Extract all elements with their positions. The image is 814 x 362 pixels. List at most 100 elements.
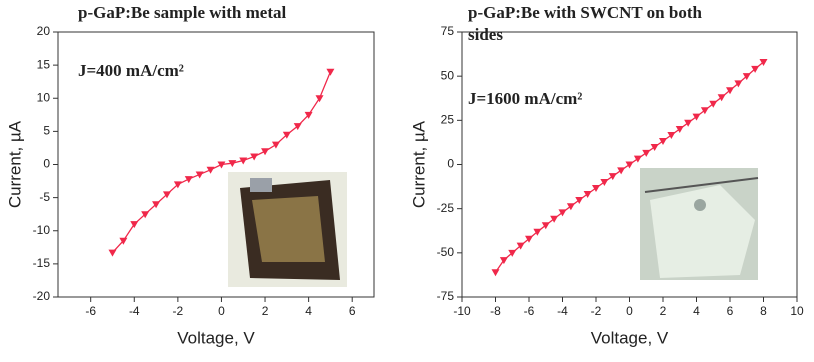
x-tick-label: 8 xyxy=(760,304,767,318)
y-tick-label: 0 xyxy=(43,157,50,171)
data-marker xyxy=(575,197,584,205)
data-marker xyxy=(239,157,248,165)
x-tick-label: 2 xyxy=(262,304,269,318)
data-marker xyxy=(558,209,567,217)
x-tick-label: 6 xyxy=(727,304,734,318)
data-marker xyxy=(293,123,302,131)
data-marker xyxy=(709,100,718,108)
x-tick-label: -2 xyxy=(173,304,184,318)
y-tick-label: -25 xyxy=(437,201,455,215)
data-marker xyxy=(130,221,139,229)
x-tick-label: 0 xyxy=(218,304,225,318)
data-marker xyxy=(751,65,760,73)
data-marker xyxy=(162,191,171,199)
y-axis-label: Current, µA xyxy=(409,120,428,208)
data-marker xyxy=(173,181,182,189)
x-axis-label: Voltage, V xyxy=(177,328,255,347)
data-marker xyxy=(108,249,117,257)
y-tick-label: 75 xyxy=(441,24,455,38)
data-marker xyxy=(304,111,313,119)
data-marker xyxy=(742,73,751,81)
chart: -10 -8 -6 -4 -2 0 2 4 6 8 10 -75 -50 -25 0 25 50 75 Voltag… xyxy=(409,3,804,348)
x-tick-label: -2 xyxy=(591,304,602,318)
data-marker xyxy=(499,257,508,265)
x-tick-label: -6 xyxy=(524,304,535,318)
data-marker xyxy=(759,59,768,67)
data-marker xyxy=(717,94,726,102)
x-tick-label: -8 xyxy=(490,304,501,318)
inset-photo xyxy=(640,168,759,280)
data-marker xyxy=(184,176,193,184)
data-marker xyxy=(566,203,575,211)
data-marker xyxy=(617,167,626,175)
data-marker xyxy=(583,191,592,199)
data-marker xyxy=(684,119,693,127)
annotation: J=1600 mA/cm² xyxy=(468,89,582,108)
data-marker xyxy=(650,144,659,152)
x-axis-label: Voltage, V xyxy=(591,328,669,347)
y-tick-label: -20 xyxy=(33,289,51,303)
x-tick-label: -10 xyxy=(453,304,471,318)
x-tick-label: -4 xyxy=(129,304,140,318)
data-marker xyxy=(550,215,559,223)
data-marker xyxy=(525,235,533,243)
data-marker xyxy=(692,113,701,121)
data-marker xyxy=(195,171,204,179)
x-tick-label: 2 xyxy=(660,304,667,318)
data-marker xyxy=(675,125,684,133)
chart-title: p-GaP:Be with SWCNT on both xyxy=(468,3,702,22)
data-marker xyxy=(608,173,617,181)
data-marker xyxy=(152,201,161,209)
data-marker xyxy=(659,138,667,146)
y-tick-label: -10 xyxy=(33,223,51,237)
data-marker xyxy=(141,211,150,219)
y-tick-label: -75 xyxy=(437,289,455,303)
data-marker xyxy=(315,95,324,103)
data-marker xyxy=(508,249,517,257)
y-tick-label: -50 xyxy=(437,245,455,259)
inset-photo xyxy=(228,172,347,287)
x-tick-label: -6 xyxy=(85,304,96,318)
data-marker xyxy=(228,160,237,168)
y-axis-label: Current, µA xyxy=(5,120,24,208)
annotation: J=400 mA/cm² xyxy=(78,61,184,80)
x-tick-label: 4 xyxy=(693,304,700,318)
chart-title: p-GaP:Be sample with metal xyxy=(78,3,287,22)
data-marker xyxy=(250,153,259,161)
y-tick-label: 20 xyxy=(37,24,51,38)
data-marker xyxy=(734,80,743,88)
data-marker xyxy=(271,141,280,149)
x-tick-label: 10 xyxy=(790,304,804,318)
data-marker xyxy=(516,242,525,250)
data-marker xyxy=(282,131,291,139)
data-marker xyxy=(600,178,609,186)
data-marker xyxy=(592,184,600,192)
data-marker xyxy=(700,107,709,115)
data-marker xyxy=(633,155,642,163)
y-tick-label: 0 xyxy=(447,157,454,171)
y-tick-label: 50 xyxy=(441,68,455,82)
data-marker xyxy=(326,68,335,76)
x-tick-label: 0 xyxy=(626,304,633,318)
y-tick-label: 10 xyxy=(37,90,51,104)
data-marker xyxy=(261,148,270,156)
data-marker xyxy=(642,149,651,157)
x-tick-label: 6 xyxy=(349,304,356,318)
data-marker xyxy=(217,161,226,169)
chart-title: sides xyxy=(468,25,503,44)
data-marker xyxy=(119,237,128,245)
data-marker xyxy=(726,87,734,95)
data-marker xyxy=(625,161,634,169)
data-marker xyxy=(541,222,550,230)
y-tick-label: 25 xyxy=(441,113,455,127)
data-marker xyxy=(491,269,500,277)
x-tick-label: 4 xyxy=(305,304,312,318)
y-tick-label: 15 xyxy=(37,57,51,71)
y-tick-label: 5 xyxy=(43,124,50,138)
data-marker xyxy=(206,166,215,174)
y-tick-label: -15 xyxy=(33,256,51,270)
x-tick-label: -4 xyxy=(557,304,568,318)
y-tick-label: -5 xyxy=(39,190,50,204)
